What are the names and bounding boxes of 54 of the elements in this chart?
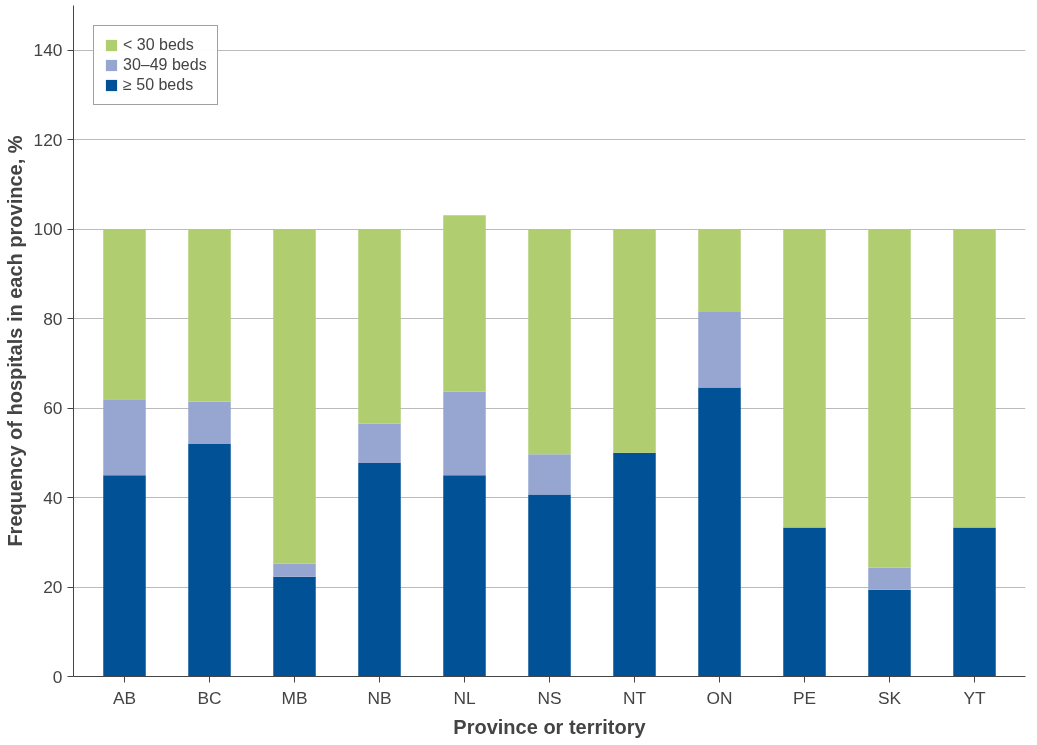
bar: [443, 215, 486, 392]
y-axis-title: Frequency of hospitals in each province, %: [3, 135, 26, 547]
x-tick-label: AB: [112, 687, 137, 708]
bar: [528, 454, 571, 495]
y-tick-label: 100: [33, 219, 63, 240]
bar: [273, 576, 316, 677]
x-tick-label: NS: [537, 687, 562, 708]
bar: [358, 423, 401, 464]
bar: [273, 229, 316, 564]
legend-label: 30–49 beds: [123, 56, 207, 74]
x-axis-title: Province or territory: [453, 715, 647, 738]
bar: [103, 475, 146, 677]
x-tick-label: NL: [453, 687, 476, 708]
x-tick-label: MB: [281, 687, 308, 708]
x-tick-label: PE: [792, 687, 817, 708]
y-tick-label: 20: [43, 577, 63, 598]
bar: [103, 229, 146, 400]
y-tick-label: 60: [43, 398, 63, 419]
y-tick-label: 80: [43, 308, 63, 329]
x-tick-label: SK: [877, 687, 902, 708]
x-tick-label: ON: [706, 687, 733, 708]
x-tick-label: BC: [197, 687, 222, 708]
bar: [528, 494, 571, 677]
bar: [953, 229, 996, 528]
bar: [613, 452, 656, 677]
bar: [783, 527, 826, 677]
bar: [528, 229, 571, 455]
y-tick-label: 120: [33, 129, 63, 150]
bar: [188, 229, 231, 402]
x-tick-label: YT: [963, 687, 986, 708]
y-tick-label: 0: [52, 666, 63, 687]
bar: [953, 527, 996, 677]
bar: [698, 229, 741, 312]
bar: [443, 475, 486, 677]
bar: [868, 229, 911, 568]
bar: [103, 399, 146, 476]
bar: [273, 563, 316, 577]
bar: [783, 229, 826, 528]
bar: [868, 567, 911, 590]
bar: [188, 443, 231, 677]
bar: [188, 401, 231, 444]
legend-label: < 30 beds: [123, 36, 194, 54]
bar: [868, 589, 911, 677]
y-tick-label: 140: [33, 40, 63, 61]
bar: [358, 463, 401, 677]
bar: [443, 391, 486, 476]
bar: [358, 229, 401, 424]
bar: [698, 311, 741, 388]
y-tick-label: 40: [43, 487, 63, 508]
bar: [698, 387, 741, 677]
legend-label: ≥ 50 beds: [123, 76, 194, 94]
x-tick-label: NT: [622, 687, 647, 708]
x-tick-label: NB: [367, 687, 392, 708]
bar: [613, 229, 656, 453]
